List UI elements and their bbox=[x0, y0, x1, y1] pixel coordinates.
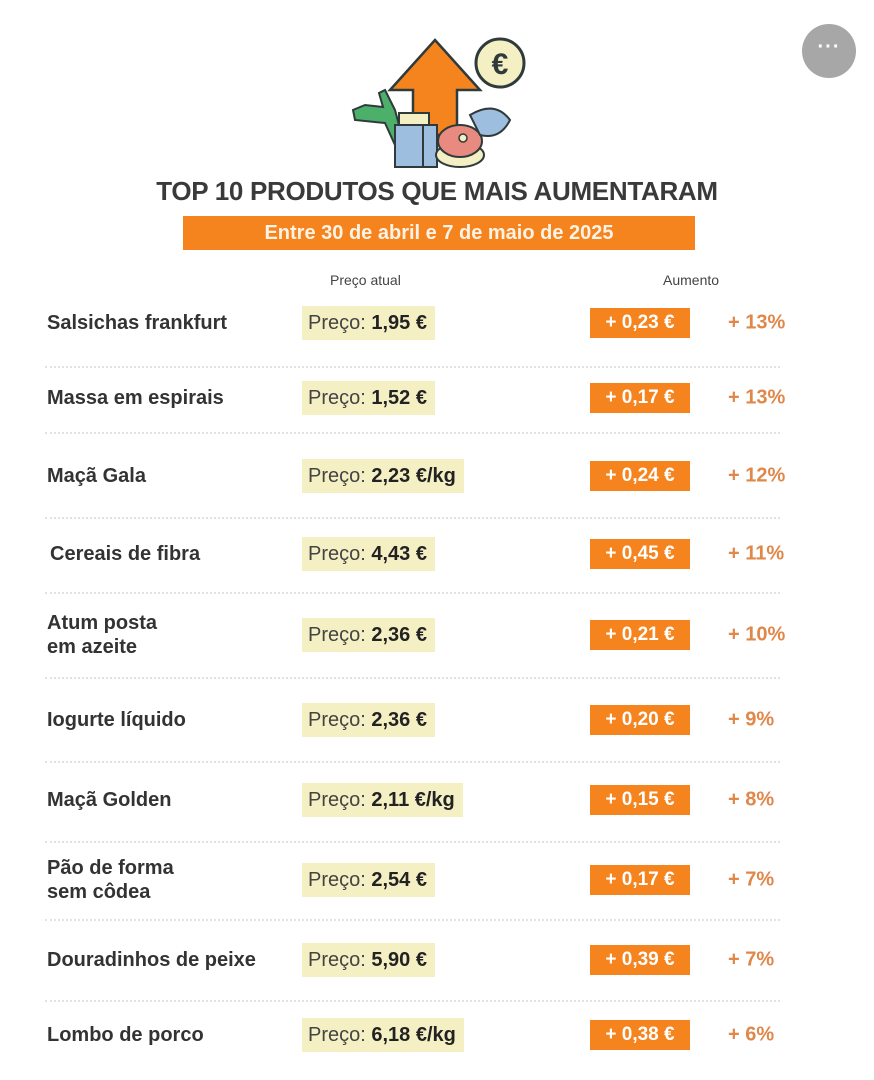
price-value: 1,52 € bbox=[371, 387, 427, 409]
row-divider bbox=[45, 761, 780, 763]
product-name: Maçã Golden bbox=[47, 788, 171, 812]
increase-percent: + 13% bbox=[728, 311, 786, 334]
row-divider bbox=[45, 517, 780, 519]
increase-amount: + 0,15 € bbox=[590, 785, 690, 815]
price-prefix: Preço: bbox=[308, 949, 366, 971]
date-range-banner: Entre 30 de abril e 7 de maio de 2025 bbox=[183, 216, 695, 250]
row-divider bbox=[45, 592, 780, 594]
row-divider bbox=[45, 841, 780, 843]
product-name-line: Cereais de fibra bbox=[50, 543, 201, 565]
price-value: 2,11 €/kg bbox=[371, 789, 455, 811]
increase-percent: + 8% bbox=[728, 788, 775, 811]
product-name-line: Lombo de porco bbox=[47, 1024, 204, 1046]
price-prefix: Preço: bbox=[308, 709, 366, 731]
product-name: Cereais de fibra bbox=[50, 542, 200, 566]
increase-percent: + 12% bbox=[728, 464, 786, 487]
product-name-line: Douradinhos de peixe bbox=[47, 949, 256, 971]
increase-percent: + 11% bbox=[728, 542, 785, 565]
price-value: 2,36 € bbox=[371, 709, 427, 731]
increase-amount: + 0,20 € bbox=[590, 705, 690, 735]
increase-percent: + 10% bbox=[728, 623, 786, 646]
product-name-line: Atum posta bbox=[47, 612, 157, 634]
product-name: Iogurte líquido bbox=[47, 708, 186, 732]
current-price: Preço: 6,18 €/kg bbox=[302, 1018, 464, 1052]
price-value: 6,18 €/kg bbox=[371, 1024, 456, 1046]
current-price: Preço: 2,36 € bbox=[302, 618, 435, 652]
euro-coin-label: € bbox=[492, 48, 509, 81]
increase-amount: + 0,39 € bbox=[590, 945, 690, 975]
price-value: 2,36 € bbox=[371, 624, 427, 646]
product-name-line: Massa em espirais bbox=[47, 387, 224, 409]
current-price: Preço: 1,52 € bbox=[302, 381, 435, 415]
price-prefix: Preço: bbox=[308, 387, 366, 409]
price-prefix: Preço: bbox=[308, 543, 366, 565]
price-prefix: Preço: bbox=[308, 624, 366, 646]
increase-amount: + 0,17 € bbox=[590, 865, 690, 895]
current-price: Preço: 2,11 €/kg bbox=[302, 783, 463, 817]
product-name-line: sem côdea bbox=[47, 881, 151, 903]
row-divider bbox=[45, 1000, 780, 1002]
increase-amount: + 0,45 € bbox=[590, 539, 690, 569]
price-prefix: Preço: bbox=[308, 465, 366, 487]
price-prefix: Preço: bbox=[308, 1024, 366, 1046]
product-name-line: Maçã Golden bbox=[47, 789, 172, 811]
row-divider bbox=[45, 919, 780, 921]
current-price: Preço: 4,43 € bbox=[302, 537, 435, 571]
product-name: Maçã Gala bbox=[47, 464, 146, 488]
row-divider bbox=[45, 677, 780, 679]
increase-percent: + 7% bbox=[728, 948, 775, 971]
column-header-price: Preço atual bbox=[330, 272, 401, 288]
price-value: 5,90 € bbox=[371, 949, 427, 971]
product-name: Massa em espirais bbox=[47, 386, 224, 410]
product-name-line: em azeite bbox=[47, 636, 138, 658]
price-prefix: Preço: bbox=[308, 789, 366, 811]
product-name: Lombo de porco bbox=[47, 1023, 204, 1047]
price-value: 4,43 € bbox=[371, 543, 427, 565]
price-increase-food-icon: € bbox=[351, 37, 526, 168]
more-options-button[interactable]: ··· bbox=[802, 24, 856, 78]
increase-amount: + 0,38 € bbox=[590, 1020, 690, 1050]
current-price: Preço: 1,95 € bbox=[302, 306, 435, 340]
increase-amount: + 0,21 € bbox=[590, 620, 690, 650]
product-name: Pão de forma sem côdea bbox=[47, 856, 174, 904]
increase-percent: + 7% bbox=[728, 868, 775, 891]
product-name: Salsichas frankfurt bbox=[47, 311, 227, 335]
product-name-line: Iogurte líquido bbox=[47, 709, 186, 731]
current-price: Preço: 5,90 € bbox=[302, 943, 435, 977]
price-prefix: Preço: bbox=[308, 869, 366, 891]
page-title: TOP 10 PRODUTOS QUE MAIS AUMENTARAM bbox=[156, 176, 718, 206]
price-value: 2,54 € bbox=[371, 869, 427, 891]
price-prefix: Preço: bbox=[308, 312, 366, 334]
product-name-line: Maçã Gala bbox=[47, 465, 146, 487]
increase-percent: + 13% bbox=[728, 386, 786, 409]
row-divider bbox=[45, 366, 780, 368]
increase-amount: + 0,17 € bbox=[590, 383, 690, 413]
price-value: 2,23 €/kg bbox=[371, 465, 456, 487]
increase-percent: + 9% bbox=[728, 708, 775, 731]
product-name-line: Salsichas frankfurt bbox=[47, 312, 228, 334]
more-dots-icon: ··· bbox=[817, 36, 841, 58]
product-name: Atum posta em azeite bbox=[47, 611, 157, 659]
increase-percent: + 6% bbox=[728, 1023, 775, 1046]
product-name-line: Pão de forma bbox=[47, 857, 174, 879]
current-price: Preço: 2,23 €/kg bbox=[302, 459, 464, 493]
increase-amount: + 0,24 € bbox=[590, 461, 690, 491]
increase-amount: + 0,23 € bbox=[590, 308, 690, 338]
row-divider bbox=[45, 432, 780, 434]
current-price: Preço: 2,36 € bbox=[302, 703, 435, 737]
current-price: Preço: 2,54 € bbox=[302, 863, 435, 897]
product-name: Douradinhos de peixe bbox=[47, 948, 256, 972]
price-value: 1,95 € bbox=[371, 312, 427, 334]
column-header-increase: Aumento bbox=[663, 272, 720, 288]
